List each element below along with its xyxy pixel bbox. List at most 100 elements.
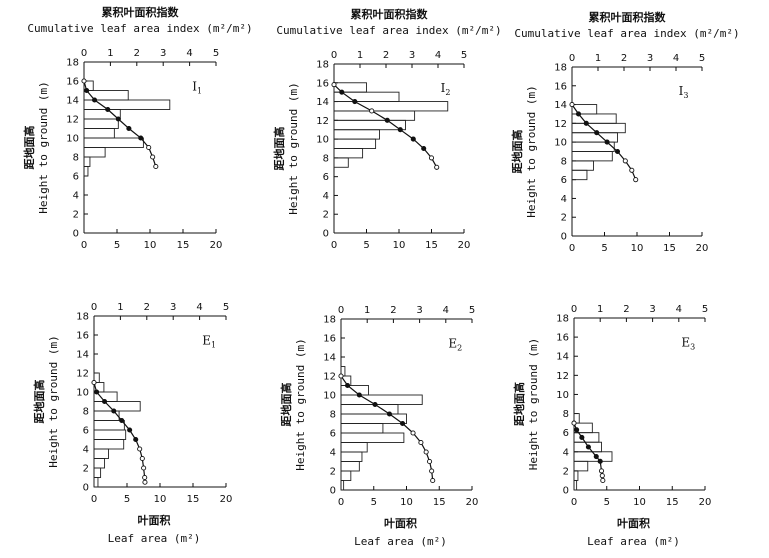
bar	[93, 429, 127, 440]
top-axis-title-cn: 累积叶面积指数	[589, 10, 667, 24]
bottom-tick-label: 5	[601, 243, 607, 254]
y-tick-label: 14	[76, 350, 89, 361]
top-tick-label: 2	[134, 48, 140, 59]
curve-point	[119, 417, 125, 424]
panel-label-letter: E	[202, 334, 211, 348]
y-tick-label: 18	[323, 315, 336, 326]
curve-point	[141, 465, 147, 471]
curve-point	[91, 379, 97, 386]
bottom-tick-label: 0	[331, 240, 337, 251]
bar	[573, 413, 580, 424]
bottom-tick-label: 5	[604, 497, 610, 508]
y-tick-label: 0	[563, 486, 569, 497]
bar	[340, 480, 345, 491]
curve-point	[102, 398, 108, 405]
bar	[340, 423, 384, 434]
curve-point	[428, 155, 435, 161]
top-tick-label: 0	[338, 305, 344, 316]
y-tick-label: 4	[561, 194, 567, 205]
y-axis-title-en: Height to ground (m)	[47, 335, 60, 467]
y-axis-title-en: Height to ground (m)	[287, 82, 300, 214]
bottom-axis-title-en: Leaf area (m²)	[354, 535, 447, 548]
bar	[340, 470, 352, 481]
curve-point	[418, 439, 424, 446]
bottom-tick-label: 10	[633, 497, 646, 508]
y-tick-label: 6	[330, 429, 336, 440]
bar	[333, 129, 380, 140]
bar	[333, 157, 349, 168]
y-tick-label: 12	[556, 371, 569, 382]
curve-point	[139, 455, 145, 462]
y-tick-label: 8	[323, 153, 329, 164]
y-tick-label: 2	[563, 466, 569, 477]
y-tick-label: 8	[83, 407, 89, 418]
bar	[93, 467, 102, 478]
y-tick-label: 16	[554, 81, 567, 92]
bottom-tick-label: 0	[569, 243, 575, 254]
top-axis-title-en: Cumulative leaf area index (m²/m²)	[276, 24, 501, 37]
y-tick-label: 8	[561, 156, 567, 167]
bottom-axis-title-en: Leaf area (m²)	[587, 535, 680, 548]
y-axis-title-cn: 距地面高	[279, 383, 293, 427]
bottom-axis-title-en: Leaf area (m²)	[108, 532, 201, 545]
curve-point	[633, 177, 639, 183]
curve-point	[331, 82, 337, 88]
curve-point	[138, 135, 144, 141]
bar	[333, 148, 364, 159]
top-tick-label: 1	[597, 304, 603, 315]
bottom-tick-label: 20	[466, 497, 479, 508]
y-tick-label: 4	[83, 445, 89, 456]
curve-point	[579, 434, 585, 440]
curve-point	[574, 427, 580, 433]
top-tick-label: 1	[364, 305, 370, 316]
panel-label: E1	[202, 334, 216, 350]
bottom-tick-label: 20	[696, 243, 709, 254]
top-tick-label: 5	[461, 50, 467, 61]
panel-label-subscript: 2	[445, 88, 450, 97]
top-tick-label: 3	[416, 305, 422, 316]
y-tick-label: 8	[73, 153, 79, 164]
top-axis-title-en: Cumulative leaf area index (m²/m²)	[27, 22, 252, 35]
y-tick-label: 6	[73, 172, 79, 183]
bar	[83, 109, 121, 120]
bar	[83, 156, 91, 167]
y-axis-title-cn: 距地面高	[512, 382, 526, 426]
bottom-tick-label: 5	[114, 240, 120, 251]
panel-label-subscript: 1	[211, 341, 216, 350]
y-tick-label: 10	[316, 135, 329, 146]
top-tick-label: 4	[196, 302, 202, 313]
top-axis-title-en: Cumulative leaf area index (m²/m²)	[514, 27, 739, 40]
top-tick-label: 3	[160, 48, 166, 59]
curve-point	[600, 477, 606, 483]
y-tick-label: 12	[76, 369, 89, 380]
y-tick-label: 10	[323, 391, 336, 402]
bottom-axis-title-cn: 叶面积	[384, 516, 417, 530]
bottom-tick-label: 15	[425, 240, 438, 251]
curve-point	[142, 479, 148, 485]
top-tick-label: 2	[621, 53, 627, 64]
curve-point	[352, 99, 358, 105]
bottom-tick-label: 10	[400, 497, 413, 508]
panel-label: I1	[192, 80, 202, 96]
bottom-tick-label: 15	[663, 243, 676, 254]
top-tick-label: 0	[569, 53, 575, 64]
top-tick-label: 2	[390, 305, 396, 316]
y-tick-label: 14	[66, 96, 79, 107]
y-tick-label: 2	[330, 467, 336, 478]
bar	[573, 432, 600, 443]
curve-point	[599, 473, 605, 479]
curve-point	[597, 458, 603, 464]
bottom-tick-label: 10	[154, 494, 167, 505]
curve-point	[423, 449, 429, 455]
bar	[333, 101, 449, 112]
y-tick-label: 12	[316, 116, 329, 127]
y-tick-label: 0	[330, 486, 336, 497]
y-tick-label: 8	[563, 409, 569, 420]
cumulative-curve	[93, 382, 146, 483]
curve-point	[604, 139, 610, 145]
y-tick-label: 14	[316, 97, 329, 108]
